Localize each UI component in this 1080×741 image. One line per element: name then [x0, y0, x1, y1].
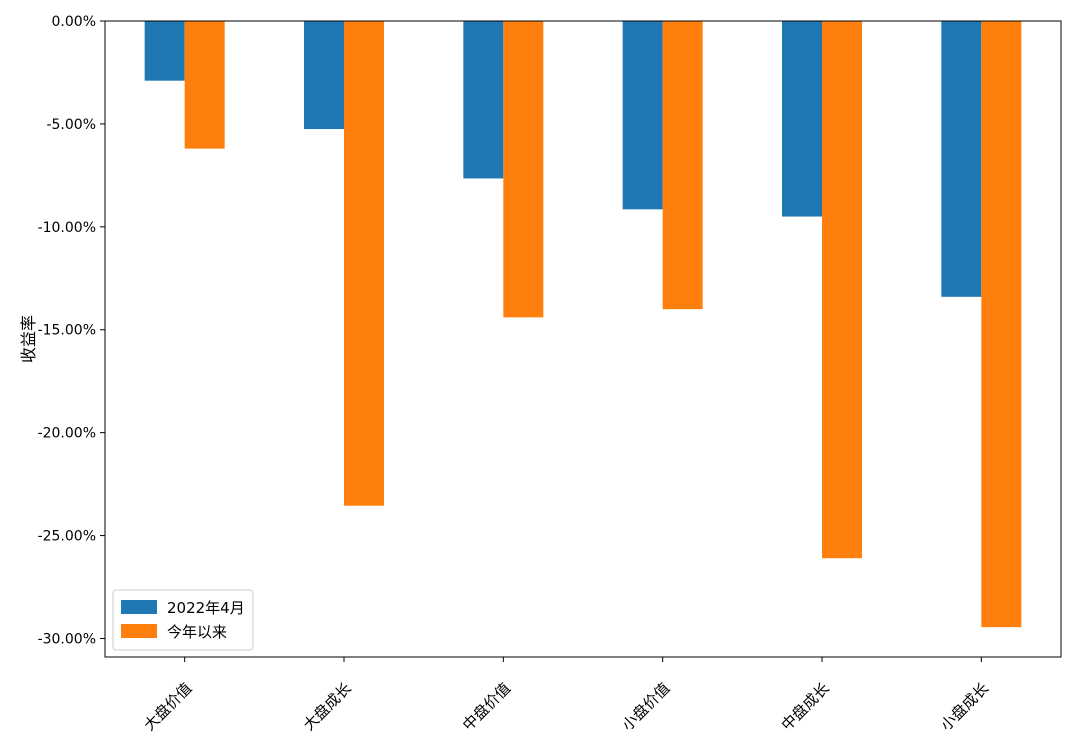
plot-frame [104, 20, 1062, 658]
bar-ytd-1 [344, 21, 384, 506]
bar-april-3 [622, 21, 663, 210]
x-tick-label: 小盘成长 [937, 679, 992, 734]
x-axis: 大盘价值 大盘成长 中盘价值 小盘价值 中盘成长 小盘成长 [140, 657, 992, 734]
y-tick-label: -30.00% [38, 631, 96, 647]
bar-april-2 [463, 21, 504, 179]
y-tick-label: -5.00% [46, 117, 96, 133]
y-tick-label: 0.00% [52, 14, 96, 30]
bar-april-0 [144, 21, 185, 81]
x-tick-label: 大盘价值 [140, 679, 195, 734]
bar-april-1 [304, 21, 344, 130]
legend-label: 2022年4月 [167, 599, 245, 617]
bar-ytd-5 [981, 21, 1022, 628]
legend-swatch [121, 600, 157, 614]
legend-label: 今年以来 [167, 623, 227, 641]
bar-ytd-3 [662, 21, 703, 310]
x-tick-label: 中盘成长 [778, 679, 833, 734]
bar-april-5 [941, 21, 982, 297]
bar-ytd-4 [822, 21, 862, 559]
y-tick-label: -20.00% [38, 426, 96, 442]
x-tick-label: 中盘价值 [459, 679, 514, 734]
y-tick-label: -10.00% [38, 220, 96, 236]
bar-ytd-2 [503, 21, 544, 318]
y-axis: 0.00% -5.00% -10.00% -15.00% -20.00% -25.00% -… [38, 14, 105, 647]
bars-layer [144, 21, 1022, 628]
x-tick-label: 小盘价值 [618, 679, 673, 734]
legend-swatch [121, 624, 157, 638]
y-tick-label: -15.00% [38, 323, 96, 339]
y-axis-label: 收益率 [19, 315, 38, 363]
y-tick-label: -25.00% [38, 529, 96, 545]
x-tick-label: 大盘成长 [300, 679, 355, 734]
bar-april-4 [782, 21, 822, 217]
bar-ytd-0 [184, 21, 225, 149]
